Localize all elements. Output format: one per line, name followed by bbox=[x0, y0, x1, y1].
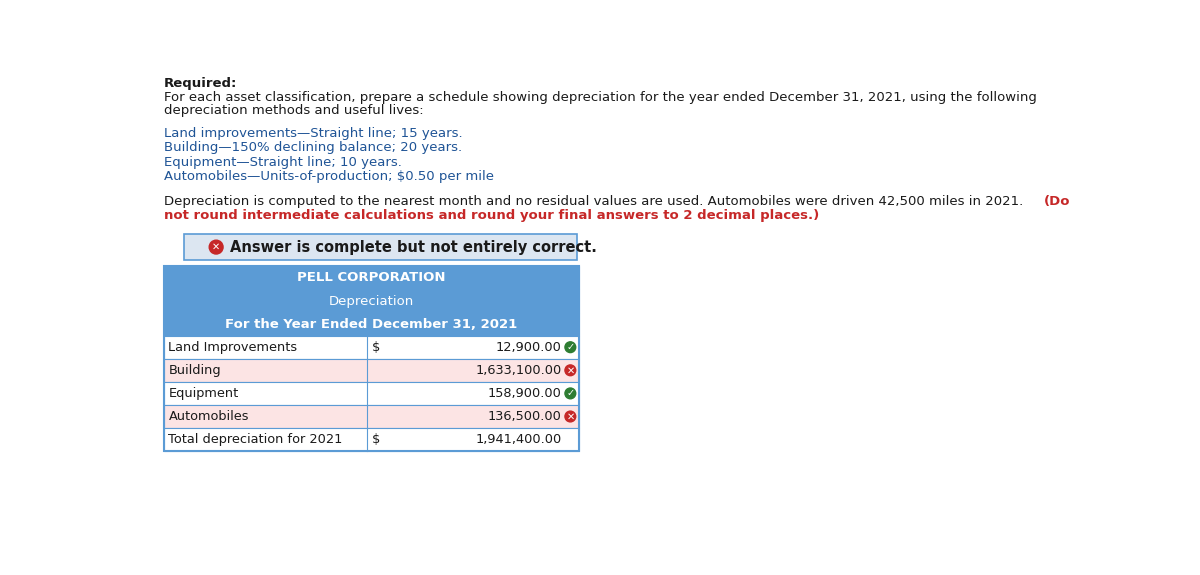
Circle shape bbox=[209, 240, 223, 254]
Text: 1,941,400.00: 1,941,400.00 bbox=[475, 433, 562, 446]
Text: ✓: ✓ bbox=[566, 342, 575, 352]
Text: ✕: ✕ bbox=[212, 242, 221, 252]
Text: Equipment: Equipment bbox=[168, 387, 239, 400]
Text: $: $ bbox=[372, 341, 380, 354]
Text: Equipment—Straight line; 10 years.: Equipment—Straight line; 10 years. bbox=[163, 156, 402, 168]
Text: 1,633,100.00: 1,633,100.00 bbox=[475, 364, 562, 377]
Text: ✓: ✓ bbox=[566, 388, 575, 398]
Text: ✕: ✕ bbox=[566, 365, 575, 375]
Bar bbox=[184, 234, 576, 260]
Bar bbox=[163, 266, 578, 451]
Text: depreciation methods and useful lives:: depreciation methods and useful lives: bbox=[163, 105, 424, 117]
Text: Land Improvements: Land Improvements bbox=[168, 341, 298, 354]
Text: not round intermediate calculations and round your final answers to 2 decimal pl: not round intermediate calculations and … bbox=[163, 209, 820, 222]
Bar bbox=[163, 313, 578, 336]
Text: ✕: ✕ bbox=[566, 412, 575, 421]
Circle shape bbox=[565, 411, 576, 422]
Bar bbox=[163, 289, 578, 313]
Bar bbox=[163, 359, 578, 382]
Bar bbox=[163, 382, 578, 405]
Text: Automobiles—Units-of-production; $0.50 per mile: Automobiles—Units-of-production; $0.50 p… bbox=[163, 170, 493, 183]
Bar bbox=[163, 428, 578, 451]
Text: Answer is complete but not entirely correct.: Answer is complete but not entirely corr… bbox=[230, 240, 596, 255]
Bar bbox=[163, 266, 578, 289]
Text: 158,900.00: 158,900.00 bbox=[488, 387, 562, 400]
Text: Total depreciation for 2021: Total depreciation for 2021 bbox=[168, 433, 343, 446]
Text: (Do: (Do bbox=[1044, 194, 1070, 208]
Text: Building: Building bbox=[168, 364, 221, 377]
Text: Required:: Required: bbox=[163, 76, 238, 90]
Text: Depreciation is computed to the nearest month and no residual values are used. A: Depreciation is computed to the nearest … bbox=[163, 194, 1027, 208]
Text: $: $ bbox=[372, 433, 380, 446]
Text: Land improvements—Straight line; 15 years.: Land improvements—Straight line; 15 year… bbox=[163, 126, 462, 140]
Bar bbox=[163, 405, 578, 428]
Circle shape bbox=[565, 365, 576, 375]
Text: Building—150% declining balance; 20 years.: Building—150% declining balance; 20 year… bbox=[163, 141, 462, 154]
Text: Depreciation: Depreciation bbox=[329, 294, 414, 308]
Text: 12,900.00: 12,900.00 bbox=[496, 341, 562, 354]
Circle shape bbox=[565, 388, 576, 399]
Bar bbox=[163, 336, 578, 359]
Text: 136,500.00: 136,500.00 bbox=[488, 410, 562, 423]
Text: Automobiles: Automobiles bbox=[168, 410, 248, 423]
Circle shape bbox=[565, 342, 576, 352]
Text: For the Year Ended December 31, 2021: For the Year Ended December 31, 2021 bbox=[226, 317, 517, 331]
Text: PELL CORPORATION: PELL CORPORATION bbox=[298, 271, 445, 285]
Text: For each asset classification, prepare a schedule showing depreciation for the y: For each asset classification, prepare a… bbox=[163, 90, 1037, 104]
